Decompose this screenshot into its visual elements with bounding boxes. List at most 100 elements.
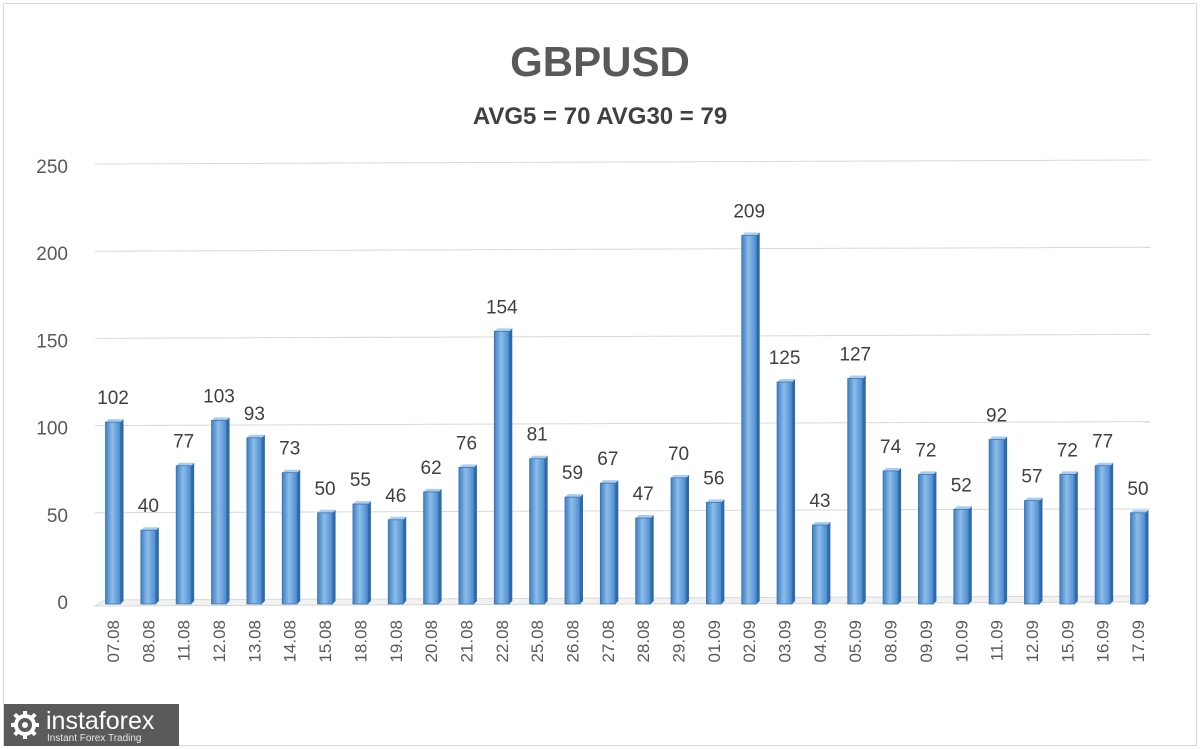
bar-top [600,480,619,484]
data-label: 72 [915,440,936,461]
bar-side [721,499,725,604]
bar [211,417,230,605]
bar-top [1130,509,1149,513]
bar-side [155,527,159,604]
data-label: 62 [421,458,442,479]
bar [741,232,760,605]
bar-front [882,470,899,605]
data-label: 209 [733,202,765,223]
bar [988,436,1008,605]
data-label: 47 [633,484,654,505]
bar-side [579,494,583,604]
bar-top [741,232,760,236]
data-label: 74 [880,437,902,458]
bar-front [317,512,333,605]
data-label: 67 [597,449,618,470]
data-label: 73 [279,439,300,460]
bar-top [847,375,866,379]
bar [1059,471,1078,605]
bar-top [176,462,195,466]
bar [352,501,371,605]
bar-side [1004,436,1008,604]
bar-side [226,417,230,604]
bar-top [812,522,831,526]
bar [423,488,442,605]
bar-top [317,509,336,513]
bar-top [388,516,407,520]
data-label: 55 [350,470,371,491]
x-tick-label: 28.08 [634,620,653,663]
bar-side [968,506,972,604]
data-label: 154 [486,297,518,318]
x-tick-label: 15.09 [1058,620,1077,663]
bar-side [1074,471,1078,604]
bar-side [261,434,265,604]
y-tick-label: 100 [36,419,68,440]
data-label: 77 [1092,432,1113,453]
bar-side [297,469,301,604]
chart-frame [3,3,1197,746]
bar [918,471,937,605]
bar-front [211,419,227,605]
data-label: 57 [1021,467,1042,488]
x-tick-label: 14.08 [281,620,300,663]
bar-top [1059,471,1078,475]
bar [811,522,831,605]
bar-front [847,378,864,605]
bar [529,455,548,605]
bar-side [1145,509,1149,604]
bar-side [933,471,937,604]
bar-front [423,491,440,605]
x-tick-label: 13.08 [245,620,264,663]
bar-front [175,465,192,605]
data-label: 50 [314,479,335,500]
data-label: 59 [562,463,583,484]
bar-side [650,515,654,604]
x-tick-label: 12.09 [1023,620,1042,663]
y-tick-label: 0 [57,593,68,614]
bar-front [529,458,546,605]
data-label: 81 [527,425,548,446]
bar-front [741,235,758,605]
data-label: 46 [385,486,406,507]
bar-top [671,474,690,478]
bar-side [862,375,866,604]
data-label: 125 [769,348,801,369]
bar-top [529,455,548,459]
bar-top [1024,497,1043,501]
x-tick-label: 10.09 [952,620,971,663]
bar-front [1059,474,1076,605]
x-tick-label: 26.08 [563,620,582,663]
x-tick-label: 09.09 [917,620,936,663]
bar-side [120,419,124,604]
y-axis-ticks: 0 50 100 150 200 250 [36,157,68,614]
x-tick-label: 18.08 [351,620,370,663]
bar-top [777,379,796,382]
logo-name: instaforex [46,707,155,735]
x-tick-label: 11.09 [988,620,1007,661]
x-tick-label: 11.08 [175,620,194,661]
y-tick-label: 250 [36,157,68,178]
gridline [94,159,1151,165]
bar-top [564,494,583,498]
bar-front [246,437,263,605]
x-tick-label: 02.09 [740,620,759,663]
x-tick-label: 16.09 [1094,620,1113,663]
bar-side [367,501,371,604]
x-tick-label: 01.09 [705,620,724,663]
bar [140,527,159,605]
bar-front [564,496,581,605]
bar [458,464,477,605]
bar-front [776,381,793,605]
bar-front [352,503,369,605]
x-tick-label: 29.08 [670,620,689,663]
bar-top [352,501,371,505]
bar-top [423,488,442,492]
bar-front [705,501,722,605]
data-label: 40 [138,496,159,517]
x-axis-ticks: 07.08 08.08 11.08 12.08 13.08 14.08 15.08 18.08… [104,620,1148,663]
bar-top [494,328,513,332]
bar-top [458,464,477,468]
bar-top [706,499,725,503]
